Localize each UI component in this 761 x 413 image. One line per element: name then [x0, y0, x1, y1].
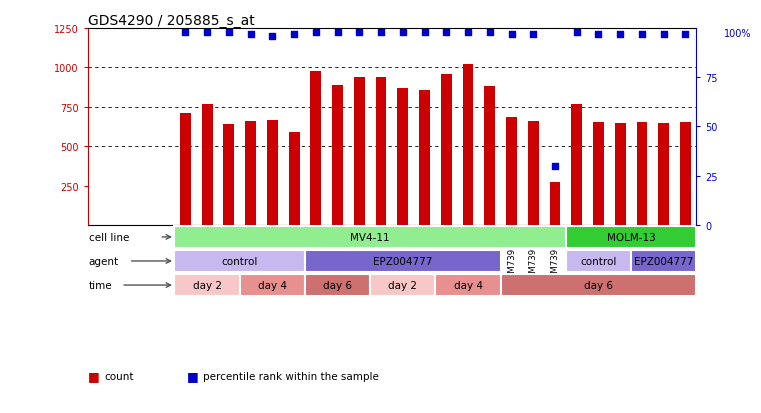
Bar	[566, 250, 631, 273]
Point	[244, 31, 256, 38]
Bar	[305, 274, 370, 297]
Point	[658, 31, 670, 38]
Point	[310, 30, 322, 36]
Text: EPZ004777: EPZ004777	[634, 256, 693, 266]
Point	[505, 31, 517, 38]
Text: control: control	[221, 256, 258, 266]
Bar	[174, 250, 305, 273]
Bar	[88, 225, 696, 304]
Text: 100%: 100%	[724, 29, 751, 39]
Text: day 2: day 2	[193, 280, 221, 290]
Text: count: count	[104, 371, 134, 381]
Bar	[615, 124, 626, 225]
Bar	[419, 91, 430, 225]
Point	[462, 30, 474, 36]
Bar	[240, 274, 305, 297]
Bar	[180, 114, 191, 225]
Bar	[528, 121, 539, 225]
Point	[353, 30, 365, 36]
Bar	[202, 104, 212, 225]
Point	[396, 30, 409, 36]
Point	[332, 30, 344, 36]
Bar	[435, 274, 501, 297]
Bar	[288, 133, 300, 225]
Text: day 4: day 4	[258, 280, 287, 290]
Point	[592, 31, 604, 38]
Bar	[631, 250, 696, 273]
Bar	[332, 85, 343, 225]
Bar	[376, 78, 387, 225]
Bar	[267, 121, 278, 225]
Bar	[484, 87, 495, 225]
Text: cell line: cell line	[88, 233, 129, 242]
Bar	[174, 274, 240, 297]
Bar	[506, 118, 517, 225]
Bar	[397, 89, 408, 225]
Point	[201, 30, 213, 36]
Point	[180, 30, 192, 36]
Bar	[174, 226, 566, 249]
Text: time: time	[88, 280, 112, 290]
Point	[527, 31, 540, 38]
Point	[636, 31, 648, 38]
Bar	[224, 125, 234, 225]
Bar	[501, 274, 696, 297]
Point	[375, 30, 387, 36]
Bar	[566, 226, 696, 249]
Bar	[463, 65, 473, 225]
Point	[440, 30, 452, 36]
Point	[288, 31, 300, 38]
Bar	[572, 104, 582, 225]
Bar	[245, 121, 256, 225]
Bar	[593, 122, 604, 225]
Text: ■: ■	[88, 369, 99, 382]
Point	[549, 163, 561, 170]
Bar	[636, 123, 648, 225]
Bar	[354, 78, 365, 225]
Text: ■: ■	[186, 369, 198, 382]
Point	[266, 33, 279, 40]
Point	[614, 31, 626, 38]
Text: MV4-11: MV4-11	[350, 233, 390, 242]
Point	[680, 31, 692, 38]
Text: day 2: day 2	[388, 280, 417, 290]
Point	[223, 30, 235, 36]
Text: day 4: day 4	[454, 280, 482, 290]
Point	[484, 30, 496, 36]
Text: GDS4290 / 205885_s_at: GDS4290 / 205885_s_at	[88, 14, 254, 28]
Text: percentile rank within the sample: percentile rank within the sample	[203, 371, 379, 381]
Bar	[370, 274, 435, 297]
Text: agent: agent	[88, 256, 119, 266]
Text: EPZ004777: EPZ004777	[373, 256, 432, 266]
Point	[419, 30, 431, 36]
Text: day 6: day 6	[584, 280, 613, 290]
Bar	[305, 250, 501, 273]
Bar	[310, 72, 321, 225]
Bar	[658, 124, 669, 225]
Text: control: control	[581, 256, 616, 266]
Bar	[549, 183, 560, 225]
Bar	[680, 123, 691, 225]
Bar	[441, 75, 452, 225]
Point	[571, 30, 583, 36]
Text: day 6: day 6	[323, 280, 352, 290]
Text: MOLM-13: MOLM-13	[607, 233, 655, 242]
